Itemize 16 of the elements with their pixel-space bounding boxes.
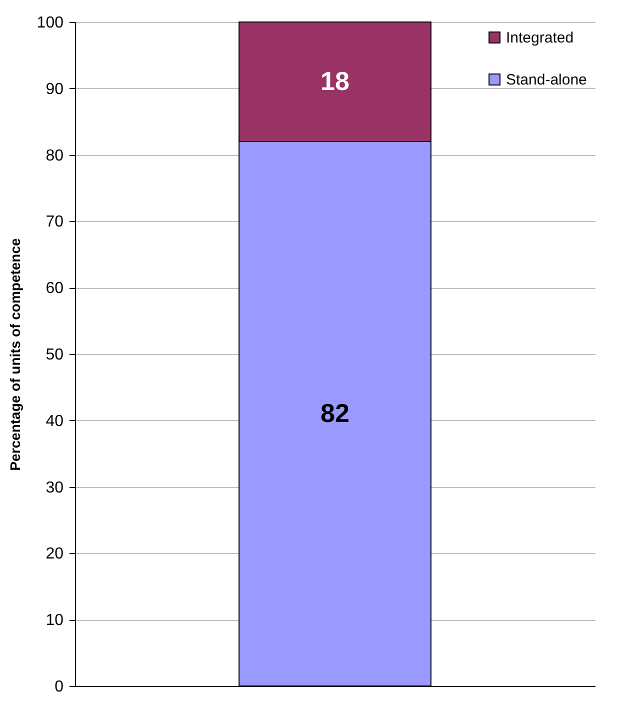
- data-label: 82: [320, 398, 350, 428]
- y-tick-label: 60: [46, 280, 64, 298]
- legend-label: Integrated: [506, 30, 574, 46]
- y-tick-label: 80: [46, 147, 64, 164]
- data-label: 18: [320, 66, 350, 96]
- y-tick-label: 10: [46, 612, 64, 630]
- y-tick-label: 50: [46, 346, 64, 364]
- y-tick-label: 40: [46, 412, 64, 430]
- y-tick-label: 20: [46, 546, 64, 563]
- legend-label: Stand-alone: [506, 72, 587, 88]
- y-tick-label: 0: [54, 678, 64, 696]
- y-tick-label: 30: [46, 479, 64, 496]
- y-axis-title: Percentage of units of competence: [6, 238, 23, 471]
- y-tick-label: 100: [36, 14, 64, 32]
- y-tick-label: 70: [46, 214, 64, 231]
- y-tick-label: 90: [46, 80, 64, 98]
